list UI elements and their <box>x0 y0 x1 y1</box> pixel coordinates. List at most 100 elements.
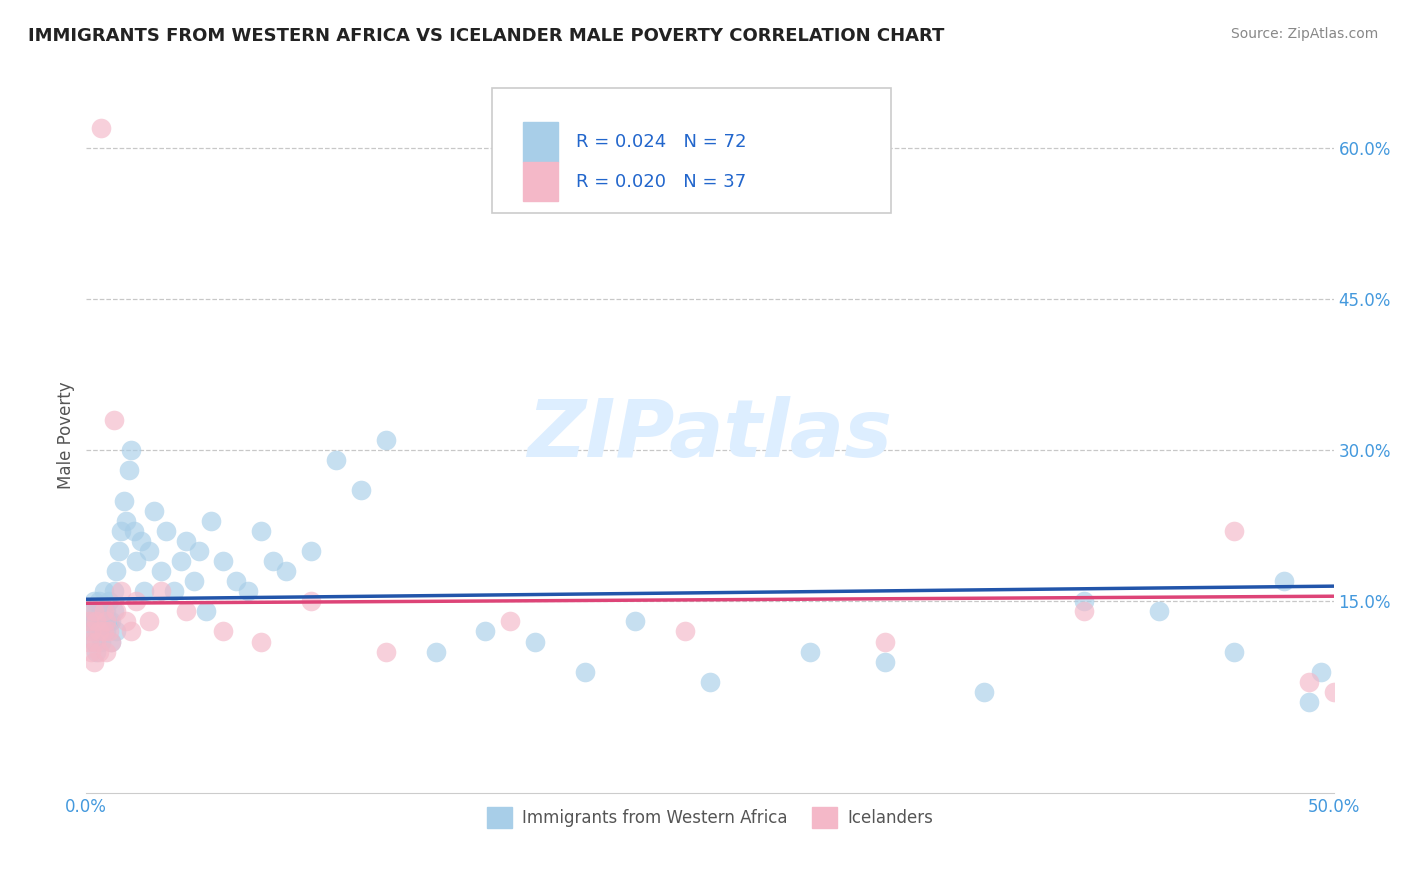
Point <box>138 615 160 629</box>
Point <box>96 604 118 618</box>
Point <box>84 604 107 618</box>
Point <box>96 645 118 659</box>
Point <box>87 615 110 629</box>
Point <box>299 544 322 558</box>
Point <box>93 584 115 599</box>
Point <box>110 524 132 538</box>
Point <box>374 645 396 659</box>
Point <box>1147 604 1170 618</box>
Point <box>425 645 447 659</box>
Point <box>103 604 125 618</box>
Point <box>122 524 145 538</box>
Point <box>212 554 235 568</box>
Point <box>84 645 107 659</box>
Text: IMMIGRANTS FROM WESTERN AFRICA VS ICELANDER MALE POVERTY CORRELATION CHART: IMMIGRANTS FROM WESTERN AFRICA VS ICELAN… <box>28 27 945 45</box>
Point <box>77 615 100 629</box>
Point <box>105 564 128 578</box>
Legend: Immigrants from Western Africa, Icelanders: Immigrants from Western Africa, Icelande… <box>479 801 939 834</box>
Point <box>238 584 260 599</box>
Point <box>1298 674 1320 689</box>
Point <box>84 615 107 629</box>
Point <box>799 645 821 659</box>
Bar <box>523 122 558 161</box>
Point <box>250 634 273 648</box>
Point <box>138 544 160 558</box>
Point <box>212 624 235 639</box>
Text: Source: ZipAtlas.com: Source: ZipAtlas.com <box>1230 27 1378 41</box>
Point <box>150 564 173 578</box>
Point <box>100 634 122 648</box>
Point <box>162 584 184 599</box>
Point <box>873 634 896 648</box>
Point <box>129 533 152 548</box>
Point <box>873 655 896 669</box>
Point <box>125 554 148 568</box>
Point <box>105 624 128 639</box>
Point <box>299 594 322 608</box>
Point <box>96 624 118 639</box>
Point <box>174 533 197 548</box>
Point <box>90 634 112 648</box>
Point <box>80 615 103 629</box>
Point <box>142 503 165 517</box>
Point <box>115 514 138 528</box>
Point <box>87 645 110 659</box>
Point <box>103 584 125 599</box>
Point <box>90 120 112 135</box>
Point <box>183 574 205 588</box>
Point <box>1323 685 1346 699</box>
Point <box>120 624 142 639</box>
Point <box>115 615 138 629</box>
Point <box>97 615 120 629</box>
Point <box>83 594 105 608</box>
Point <box>170 554 193 568</box>
Point <box>524 634 547 648</box>
Point <box>83 604 105 618</box>
Point <box>84 624 107 639</box>
Point <box>1272 574 1295 588</box>
Point <box>97 594 120 608</box>
Point <box>84 634 107 648</box>
Bar <box>523 162 558 202</box>
Point <box>474 624 496 639</box>
Point <box>103 413 125 427</box>
Point <box>100 615 122 629</box>
Point <box>155 524 177 538</box>
Point <box>1310 665 1333 679</box>
Text: R = 0.020   N = 37: R = 0.020 N = 37 <box>576 173 747 191</box>
Point <box>107 544 129 558</box>
Point <box>83 655 105 669</box>
Point <box>374 433 396 447</box>
Point <box>174 604 197 618</box>
Point <box>93 615 115 629</box>
Point <box>125 594 148 608</box>
Point <box>120 443 142 458</box>
Point <box>83 634 105 648</box>
Point <box>1073 594 1095 608</box>
Point <box>93 624 115 639</box>
Point <box>96 615 118 629</box>
Point <box>1223 645 1246 659</box>
Point <box>624 615 647 629</box>
Point <box>973 685 995 699</box>
Point <box>80 645 103 659</box>
Point <box>83 615 105 629</box>
Point <box>93 604 115 618</box>
Point <box>250 524 273 538</box>
Text: R = 0.024   N = 72: R = 0.024 N = 72 <box>576 133 747 151</box>
FancyBboxPatch shape <box>492 88 891 213</box>
Point <box>200 514 222 528</box>
Point <box>1298 695 1320 709</box>
Point <box>87 624 110 639</box>
Point <box>499 615 522 629</box>
Point <box>574 665 596 679</box>
Point <box>105 604 128 618</box>
Point <box>87 624 110 639</box>
Point <box>77 634 100 648</box>
Point <box>97 624 120 639</box>
Point <box>118 463 141 477</box>
Point <box>350 483 373 498</box>
Point <box>112 493 135 508</box>
Point <box>80 624 103 639</box>
Y-axis label: Male Poverty: Male Poverty <box>58 381 75 489</box>
